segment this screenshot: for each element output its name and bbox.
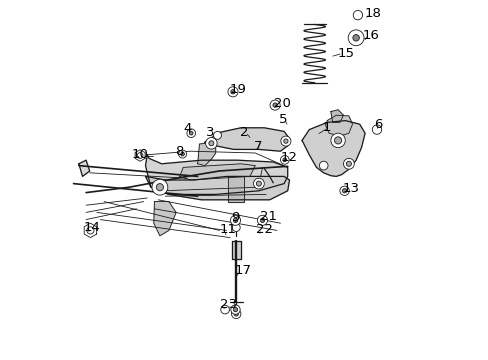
Polygon shape	[135, 150, 145, 161]
Circle shape	[339, 186, 348, 195]
Text: 1: 1	[322, 121, 331, 134]
Circle shape	[330, 133, 345, 148]
Text: 17: 17	[234, 264, 251, 277]
Text: 6: 6	[374, 118, 382, 131]
Circle shape	[152, 179, 167, 195]
Circle shape	[347, 30, 363, 46]
Circle shape	[257, 215, 267, 225]
Circle shape	[280, 136, 290, 146]
Circle shape	[342, 189, 346, 193]
Circle shape	[220, 305, 229, 314]
Circle shape	[233, 218, 237, 222]
Text: 8: 8	[175, 145, 183, 158]
Circle shape	[352, 35, 359, 41]
Circle shape	[343, 158, 354, 169]
Circle shape	[208, 141, 213, 146]
Polygon shape	[330, 110, 343, 122]
Text: 20: 20	[274, 97, 291, 110]
Circle shape	[230, 305, 240, 314]
Text: 18: 18	[364, 7, 381, 20]
Text: 4: 4	[183, 122, 191, 135]
Circle shape	[234, 312, 238, 316]
Circle shape	[272, 103, 277, 107]
Circle shape	[283, 139, 287, 143]
Circle shape	[283, 158, 286, 162]
Circle shape	[253, 178, 264, 189]
Text: 22: 22	[256, 223, 273, 236]
Circle shape	[352, 10, 362, 20]
Text: 11: 11	[220, 223, 237, 236]
Polygon shape	[204, 128, 289, 151]
Text: 9: 9	[230, 211, 239, 224]
Text: 7: 7	[254, 140, 262, 153]
Polygon shape	[228, 176, 244, 202]
Circle shape	[189, 131, 193, 135]
Polygon shape	[302, 121, 365, 176]
Polygon shape	[197, 142, 215, 166]
Circle shape	[186, 129, 195, 138]
Polygon shape	[145, 176, 289, 200]
Text: 10: 10	[131, 148, 148, 161]
Polygon shape	[153, 202, 176, 236]
Circle shape	[230, 90, 235, 94]
Polygon shape	[79, 160, 89, 176]
Circle shape	[269, 100, 280, 110]
Circle shape	[346, 161, 351, 166]
Circle shape	[371, 125, 381, 134]
Circle shape	[230, 215, 240, 225]
Text: 5: 5	[279, 113, 287, 126]
Polygon shape	[145, 155, 287, 194]
Text: 13: 13	[342, 182, 359, 195]
Circle shape	[213, 131, 221, 139]
Polygon shape	[325, 115, 352, 136]
Text: 19: 19	[229, 83, 246, 96]
Polygon shape	[84, 223, 97, 238]
Text: 2: 2	[240, 126, 248, 139]
Text: 23: 23	[220, 298, 237, 311]
Circle shape	[205, 138, 217, 149]
Circle shape	[156, 184, 163, 191]
Circle shape	[334, 137, 341, 144]
Circle shape	[233, 307, 237, 312]
Circle shape	[319, 161, 327, 170]
Circle shape	[178, 150, 186, 158]
Polygon shape	[179, 164, 255, 180]
Circle shape	[232, 224, 240, 231]
Circle shape	[280, 156, 288, 164]
Text: 12: 12	[280, 151, 297, 164]
Text: 16: 16	[362, 29, 379, 42]
Circle shape	[231, 309, 241, 319]
Text: 14: 14	[83, 221, 100, 234]
Circle shape	[181, 152, 184, 156]
Text: 15: 15	[337, 47, 354, 60]
Circle shape	[256, 181, 261, 186]
Polygon shape	[231, 241, 240, 259]
Circle shape	[227, 87, 238, 97]
Circle shape	[260, 218, 264, 222]
Text: 3: 3	[205, 126, 214, 139]
Text: 21: 21	[260, 210, 276, 223]
